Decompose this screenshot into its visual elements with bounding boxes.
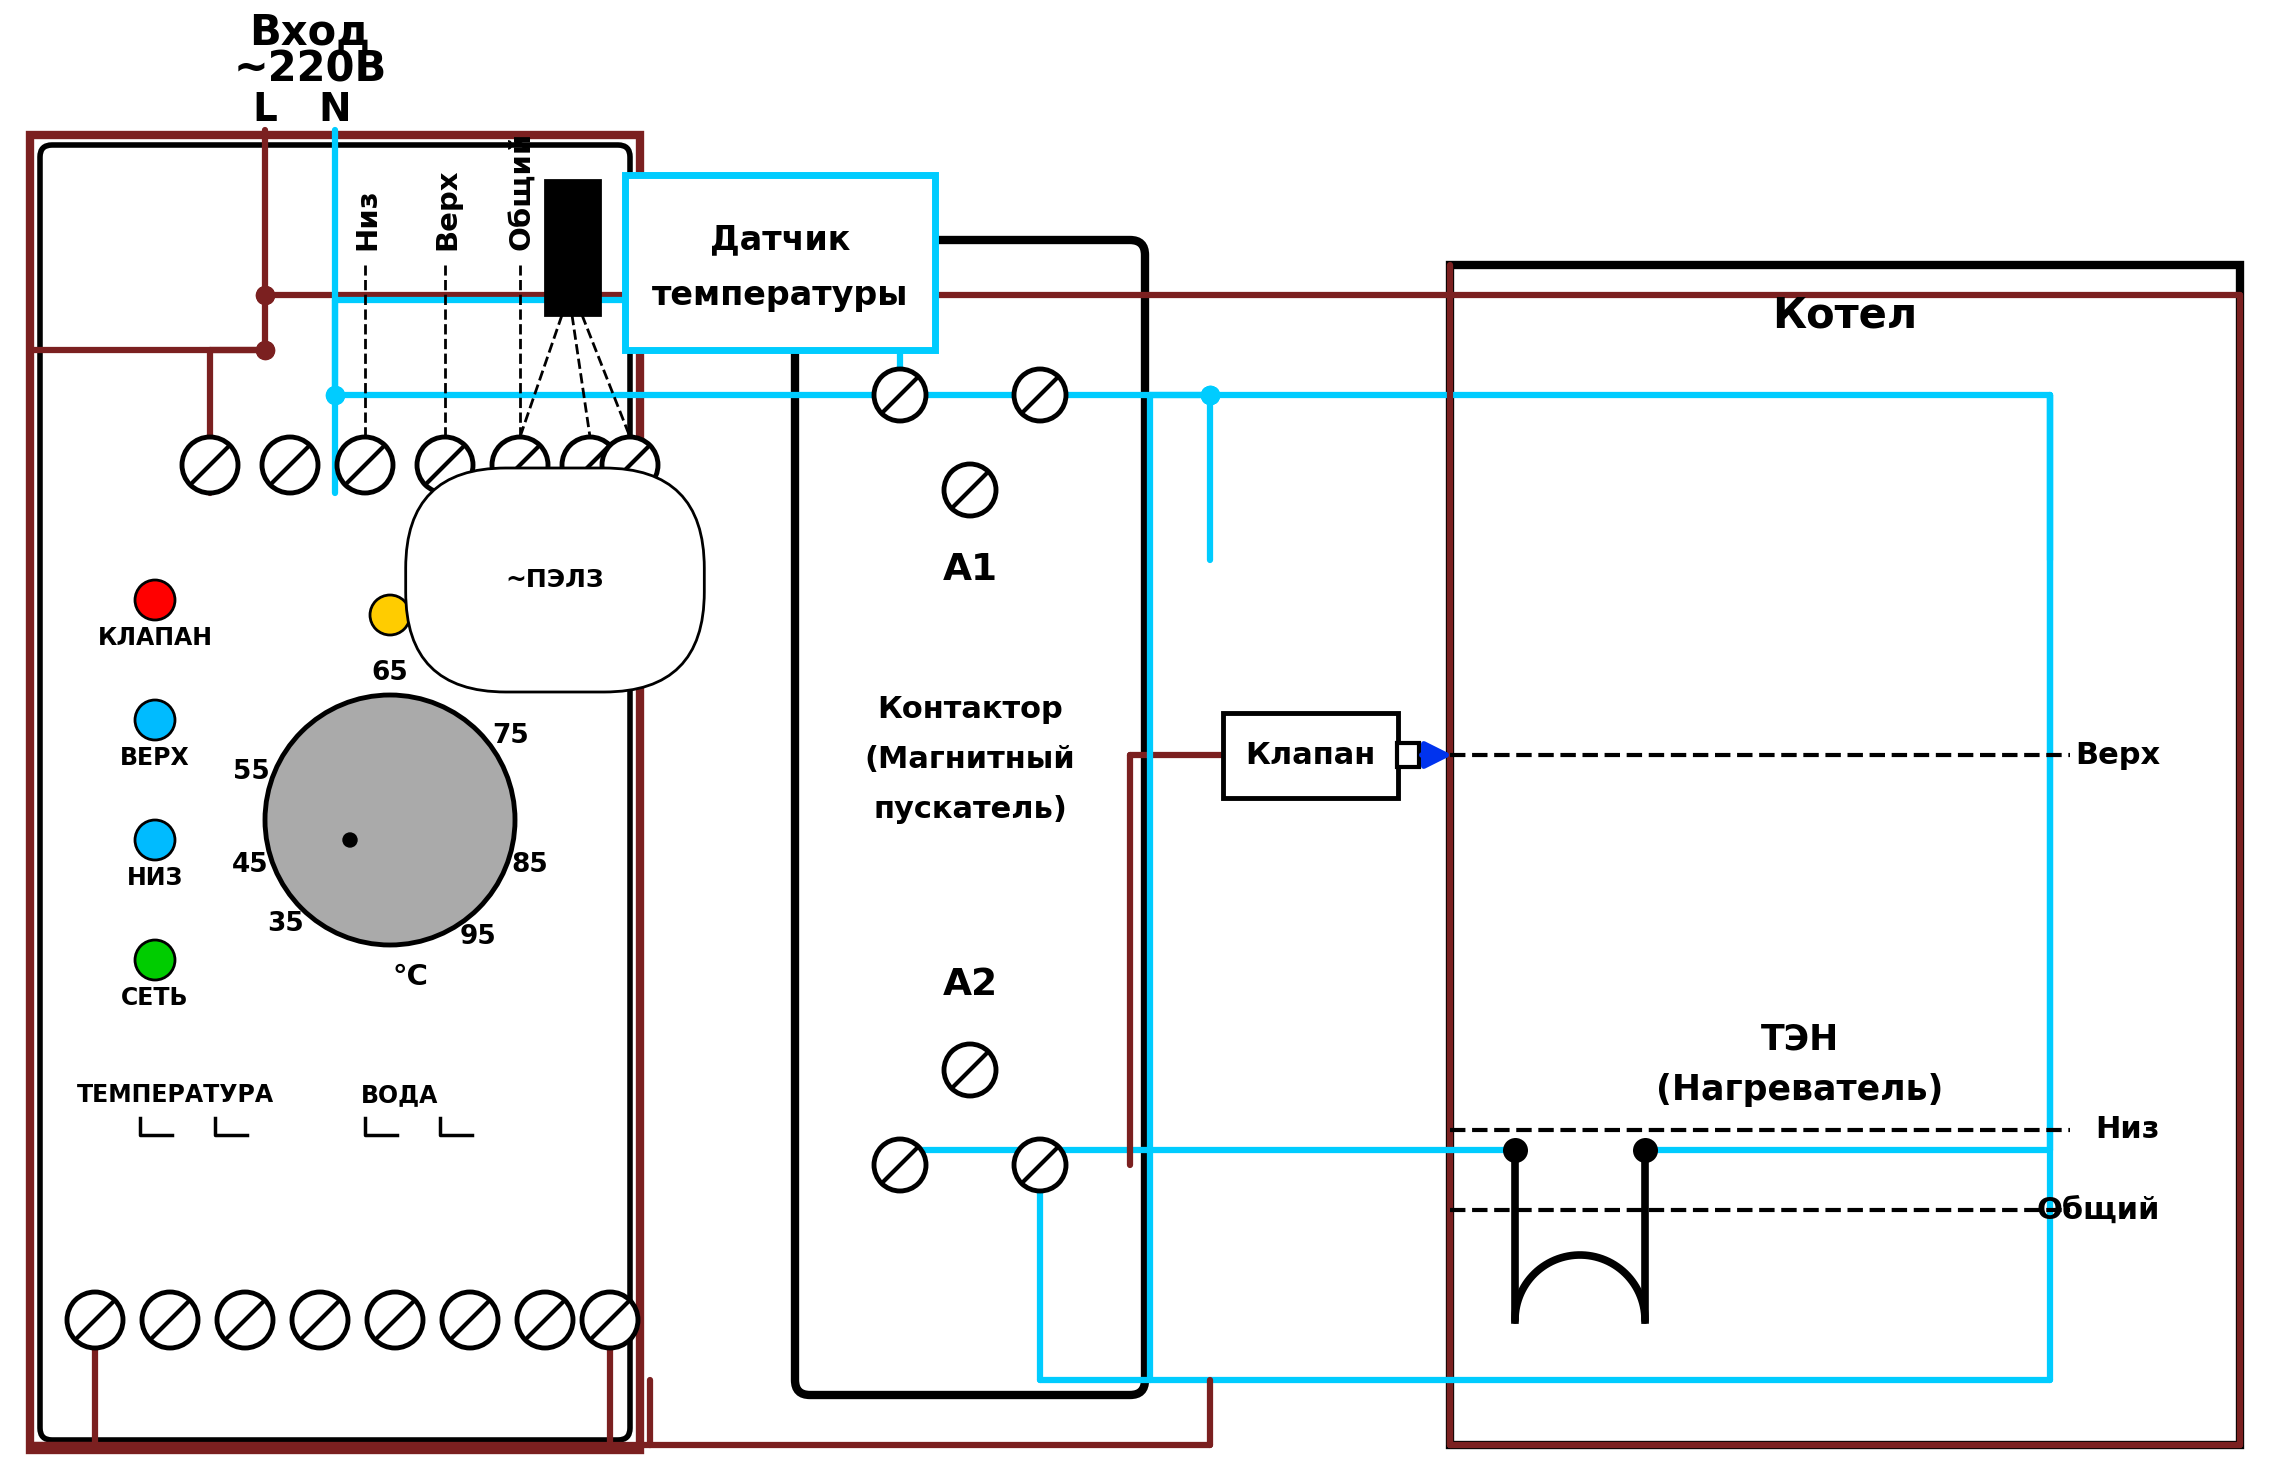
Text: СЕТЬ: СЕТЬ bbox=[121, 986, 188, 1010]
Circle shape bbox=[1014, 1139, 1067, 1191]
Text: Низ: Низ bbox=[2097, 1115, 2161, 1145]
Text: 45: 45 bbox=[231, 852, 268, 879]
Text: ВОДА: ВОДА bbox=[362, 1083, 439, 1106]
Text: Клапан: Клапан bbox=[1245, 741, 1376, 769]
Text: Датчик: Датчик bbox=[710, 223, 849, 256]
Text: Общий: Общий bbox=[2037, 1195, 2161, 1225]
Text: ~ПЭЛЗ: ~ПЭЛЗ bbox=[506, 568, 604, 592]
Text: НАГРЕВ: НАГРЕВ bbox=[444, 603, 549, 627]
Circle shape bbox=[66, 1293, 124, 1347]
Circle shape bbox=[874, 1139, 927, 1191]
Text: КЛАПАН: КЛАПАН bbox=[98, 626, 213, 649]
Circle shape bbox=[563, 436, 618, 493]
Circle shape bbox=[135, 700, 174, 740]
Text: L: L bbox=[252, 92, 277, 129]
Circle shape bbox=[266, 695, 515, 945]
Circle shape bbox=[581, 1293, 639, 1347]
Text: 95: 95 bbox=[460, 924, 497, 951]
Text: 55: 55 bbox=[233, 759, 270, 785]
Bar bbox=[625, 175, 934, 351]
Circle shape bbox=[336, 436, 394, 493]
Circle shape bbox=[517, 1293, 572, 1347]
Circle shape bbox=[293, 1293, 348, 1347]
Circle shape bbox=[183, 436, 238, 493]
Text: Контактор: Контактор bbox=[877, 695, 1062, 725]
Text: А1: А1 bbox=[943, 552, 998, 589]
Text: А2: А2 bbox=[943, 967, 998, 1003]
Circle shape bbox=[261, 436, 318, 493]
Circle shape bbox=[343, 833, 357, 847]
Text: Низ: Низ bbox=[353, 188, 380, 250]
Text: Котел: Котел bbox=[1772, 294, 1918, 336]
Circle shape bbox=[135, 580, 174, 620]
FancyBboxPatch shape bbox=[794, 240, 1144, 1395]
Text: Вход: Вход bbox=[250, 10, 371, 53]
Bar bbox=[545, 180, 600, 315]
Text: НИЗ: НИЗ bbox=[126, 867, 183, 890]
Text: температуры: температуры bbox=[652, 278, 909, 312]
Bar bbox=[30, 135, 641, 1449]
Text: (Магнитный: (Магнитный bbox=[865, 745, 1076, 775]
Circle shape bbox=[417, 436, 474, 493]
Text: 85: 85 bbox=[510, 852, 547, 879]
Circle shape bbox=[217, 1293, 272, 1347]
Bar bbox=[1222, 713, 1399, 799]
Text: ~220В: ~220В bbox=[233, 49, 387, 92]
Text: Верх: Верх bbox=[2074, 741, 2161, 769]
Text: °C: °C bbox=[391, 963, 428, 991]
FancyBboxPatch shape bbox=[39, 145, 629, 1441]
Text: N: N bbox=[318, 92, 350, 129]
Text: ВЕРХ: ВЕРХ bbox=[119, 745, 190, 771]
Circle shape bbox=[371, 595, 410, 634]
Text: 35: 35 bbox=[268, 911, 304, 936]
Circle shape bbox=[366, 1293, 423, 1347]
Circle shape bbox=[442, 1293, 499, 1347]
Circle shape bbox=[874, 368, 927, 422]
Circle shape bbox=[135, 819, 174, 859]
Circle shape bbox=[943, 464, 996, 516]
Text: Верх: Верх bbox=[433, 169, 460, 250]
Text: 75: 75 bbox=[492, 723, 529, 748]
Text: 65: 65 bbox=[371, 660, 407, 686]
Bar bbox=[1449, 265, 2241, 1445]
Circle shape bbox=[1014, 368, 1067, 422]
Text: ТЭН: ТЭН bbox=[1760, 1023, 1838, 1057]
Circle shape bbox=[142, 1293, 199, 1347]
Circle shape bbox=[135, 941, 174, 981]
Circle shape bbox=[492, 436, 547, 493]
Circle shape bbox=[943, 1044, 996, 1096]
Text: (Нагреватель): (Нагреватель) bbox=[1657, 1072, 1943, 1106]
Circle shape bbox=[602, 436, 657, 493]
Text: пускатель): пускатель) bbox=[872, 796, 1067, 824]
Text: Общий: Общий bbox=[508, 132, 536, 250]
Text: ТЕМПЕРАТУРА: ТЕМПЕРАТУРА bbox=[76, 1083, 275, 1106]
Bar bbox=[1396, 742, 1419, 768]
